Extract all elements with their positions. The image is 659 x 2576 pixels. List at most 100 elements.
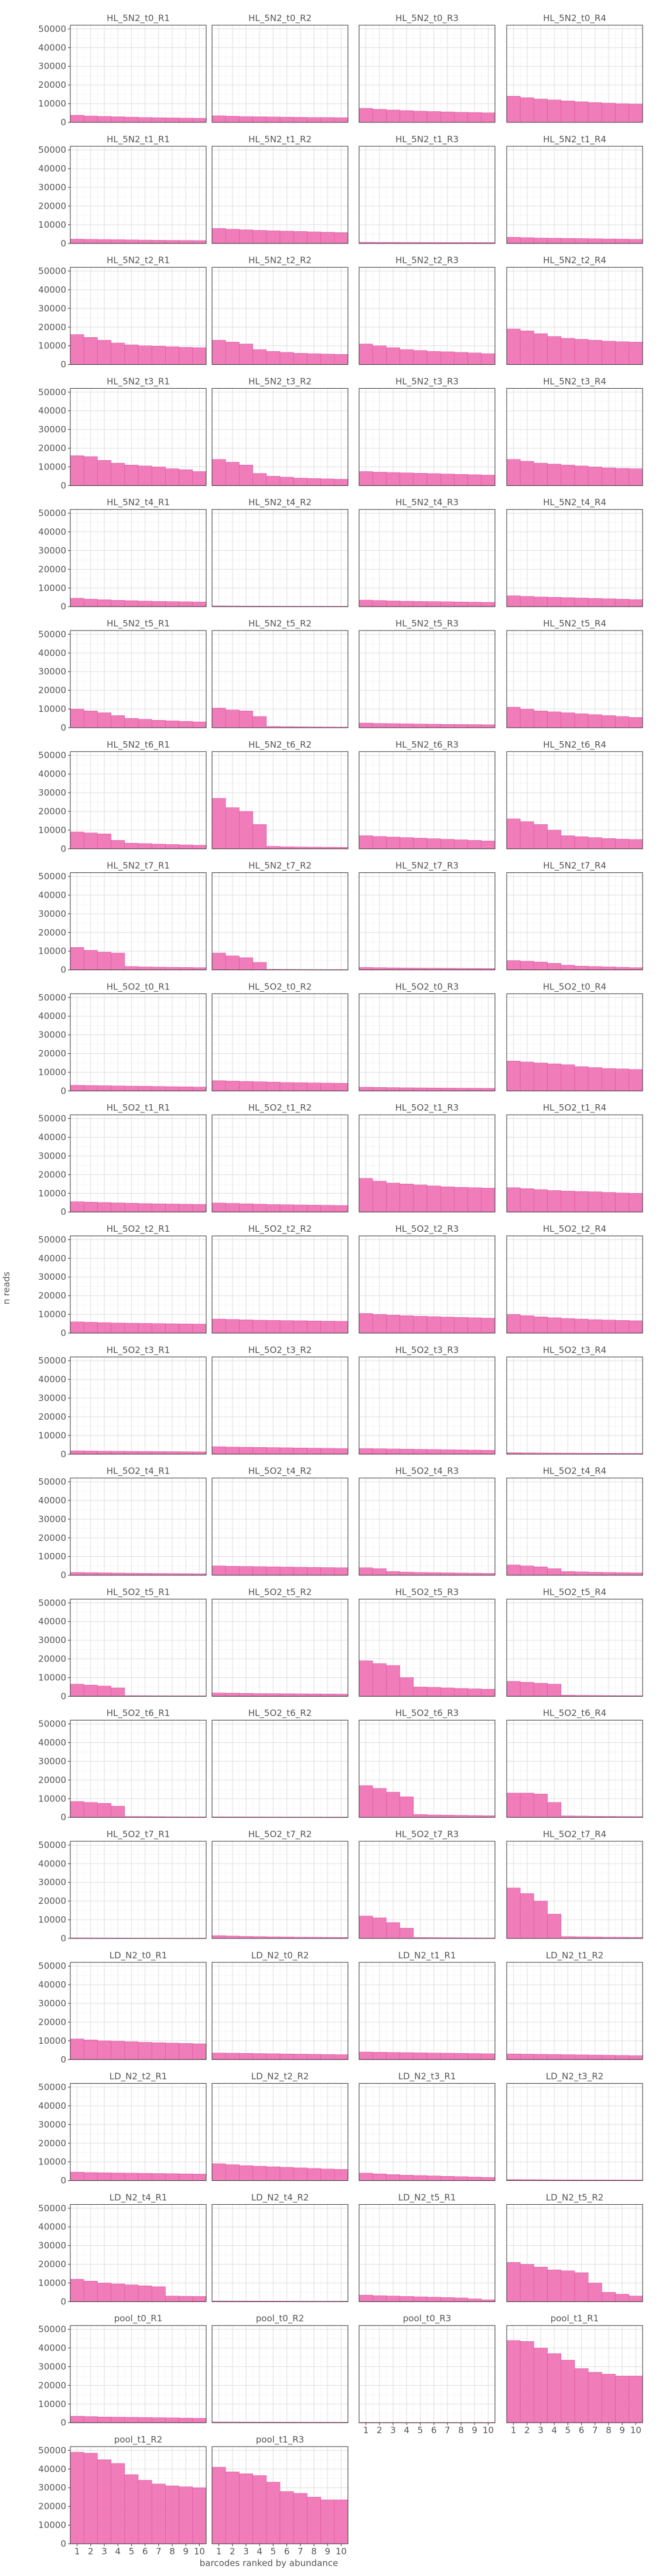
bar (467, 1688, 482, 1697)
bar (440, 2053, 455, 2060)
panel-title: HL_5N2_t7_R2 (248, 861, 312, 872)
facet-panel: HL_5N2_t1_R3 (358, 134, 496, 244)
bar (97, 1085, 111, 1091)
bar (320, 1083, 335, 1091)
panel-border (70, 267, 207, 365)
bar (111, 715, 125, 728)
bar (400, 2175, 414, 2181)
bar (386, 347, 400, 365)
y-tick-label: 10000 (38, 2157, 66, 2167)
panel-border (211, 872, 349, 971)
facet-panel: LD_N2_t0_R1 0 10000 20000 30000 40000 50000 (38, 1950, 207, 2065)
bar (574, 836, 589, 849)
bar (534, 710, 548, 728)
panel-border (358, 993, 496, 1091)
bar (320, 1321, 335, 1334)
panel-border (358, 2083, 496, 2181)
bar (192, 2487, 207, 2544)
y-tick-label: 40000 (38, 1979, 66, 1990)
bar (83, 599, 98, 607)
y-tick-label: 30000 (38, 182, 66, 193)
bar (165, 346, 179, 365)
bar (111, 342, 125, 365)
facet-panel: HL_5N2_t5_R3 (358, 618, 496, 728)
y-tick-label: 50000 (38, 1234, 66, 1245)
facet-panel: HL_5O2_t3_R2 (211, 1345, 349, 1455)
panel-border (506, 388, 643, 486)
bar (547, 1568, 562, 1575)
bar (124, 1323, 139, 1334)
bar (252, 2166, 267, 2181)
panel-title: HL_5O2_t0_R2 (248, 981, 312, 992)
bar (615, 599, 630, 607)
facet-panel: HL_5N2_t2_R2 (211, 255, 349, 365)
bar (574, 465, 589, 486)
bar (574, 2272, 589, 2302)
y-tick-label: 30000 (38, 1272, 66, 1282)
bar (252, 117, 267, 123)
bar (138, 601, 152, 607)
facet-panel: HL_5N2_t5_R4 (506, 618, 643, 728)
bar (426, 473, 441, 486)
bar (440, 2176, 455, 2181)
bar (547, 100, 562, 123)
bar (372, 600, 387, 607)
facet-panel: LD_N2_t1_R2 (506, 1950, 643, 2060)
bar (320, 1694, 335, 1697)
bar (334, 479, 349, 486)
bar (124, 966, 139, 970)
bar (440, 2297, 455, 2302)
y-tick-label: 0 (60, 844, 66, 854)
y-tick-label: 0 (60, 359, 66, 370)
bar (561, 2359, 575, 2423)
bar (165, 1451, 179, 1455)
bar (97, 1202, 111, 1212)
bar (225, 462, 240, 486)
bar (547, 336, 562, 365)
y-tick-label: 10000 (38, 98, 66, 109)
y-tick-label: 30000 (38, 1756, 66, 1766)
panel-border (211, 267, 349, 365)
bar (534, 98, 548, 123)
panel-border (70, 993, 207, 1091)
y-tick-label: 40000 (38, 163, 66, 174)
bar (192, 1204, 207, 1212)
bar (561, 597, 575, 607)
bar (520, 97, 534, 123)
bar (454, 352, 468, 365)
bar (358, 1313, 373, 1334)
bar (615, 1068, 630, 1091)
panel-border (211, 1356, 349, 1455)
panel-title: LD_N2_t2_R2 (251, 2071, 309, 2082)
bar (400, 2296, 414, 2302)
bar (574, 1571, 589, 1575)
panel-border (70, 25, 207, 123)
bar (547, 464, 562, 486)
bar (83, 2172, 98, 2181)
panel-border (506, 25, 643, 123)
panel-title: HL_5N2_t3_R2 (248, 376, 312, 387)
bar (615, 239, 630, 244)
panel-border (506, 2083, 643, 2181)
bar (426, 1186, 441, 1212)
panel-title: HL_5O2_t5_R4 (543, 1587, 606, 1598)
bar (629, 2055, 643, 2060)
bar (520, 237, 534, 244)
bar (358, 2294, 373, 2302)
bar (279, 1567, 294, 1575)
bar (124, 1573, 139, 1575)
bar (588, 2372, 602, 2423)
facet-panel: LD_N2_t3_R1 (358, 2071, 496, 2181)
bar (211, 1693, 226, 1697)
bar (151, 1086, 166, 1091)
facet-panel: HL_5O2_t3_R3 (358, 1345, 496, 1455)
y-tick-label: 40000 (38, 1858, 66, 1869)
bar (252, 1566, 267, 1575)
bar (520, 1682, 534, 1697)
facet-panel: HL_5N2_t0_R3 (358, 13, 496, 123)
bar (111, 953, 125, 970)
y-tick-label: 30000 (38, 1393, 66, 1403)
y-tick-label: 20000 (38, 806, 66, 817)
x-tick-label: 3 (390, 2425, 396, 2435)
